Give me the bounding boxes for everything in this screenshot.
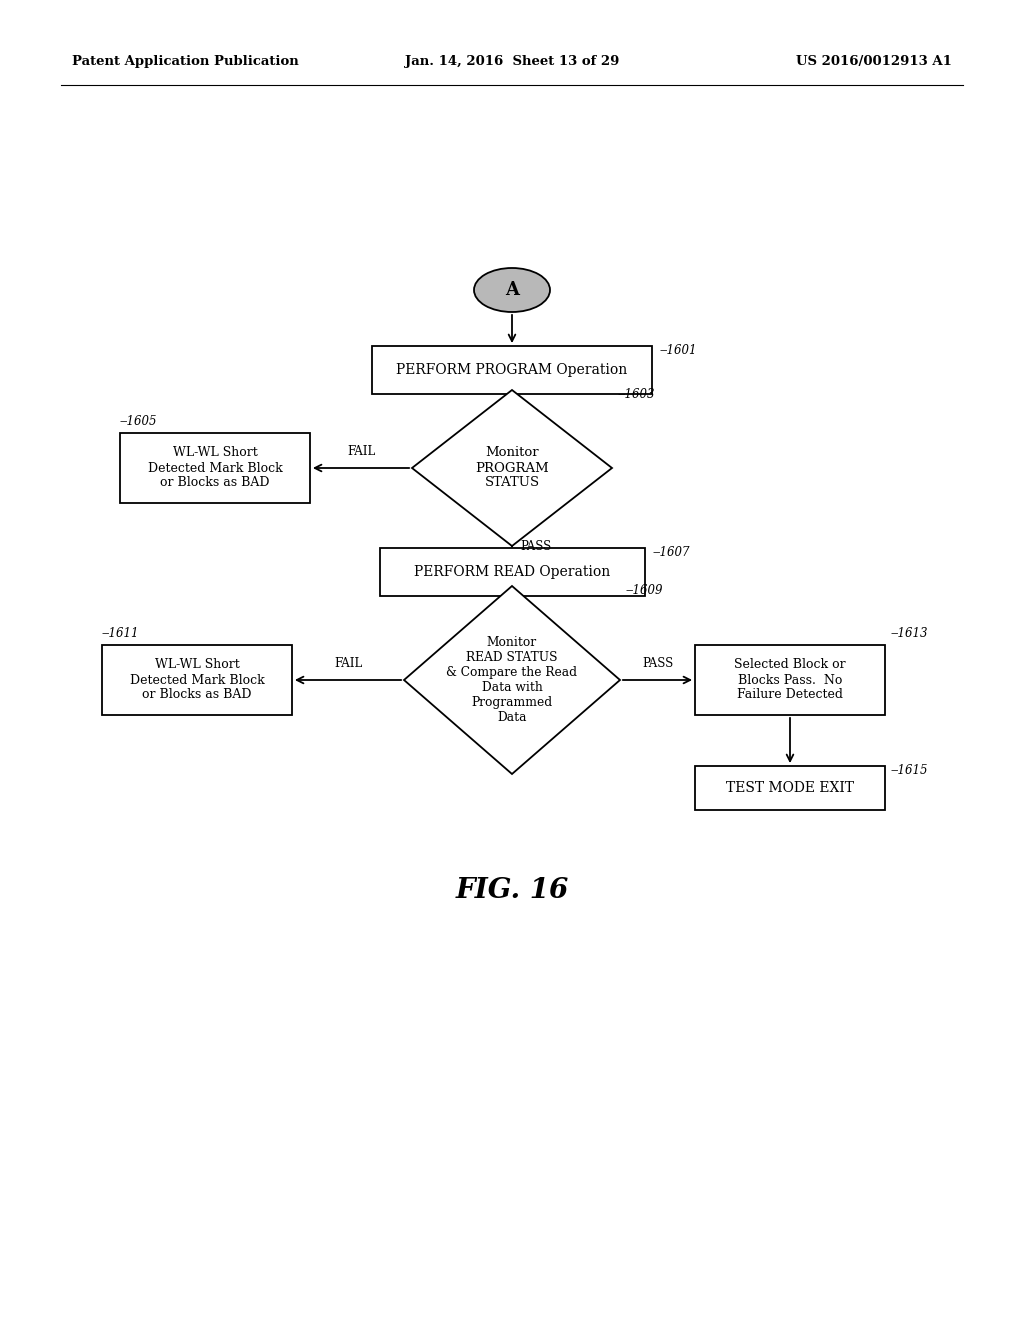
Text: A: A	[505, 281, 519, 300]
Text: Selected Block or
Blocks Pass.  No
Failure Detected: Selected Block or Blocks Pass. No Failur…	[734, 659, 846, 701]
Text: PASS: PASS	[520, 540, 551, 553]
Polygon shape	[412, 389, 612, 546]
FancyBboxPatch shape	[120, 433, 310, 503]
FancyBboxPatch shape	[372, 346, 652, 393]
Text: FAIL: FAIL	[347, 445, 375, 458]
Text: WL-WL Short
Detected Mark Block
or Blocks as BAD: WL-WL Short Detected Mark Block or Block…	[147, 446, 283, 490]
Text: ‒1609: ‒1609	[626, 583, 664, 597]
Text: ‒1605: ‒1605	[120, 414, 158, 428]
Polygon shape	[404, 586, 620, 774]
Text: ‒1607: ‒1607	[652, 546, 690, 558]
Text: Patent Application Publication: Patent Application Publication	[72, 55, 299, 69]
Text: ‒1601: ‒1601	[660, 345, 697, 356]
FancyBboxPatch shape	[102, 645, 292, 715]
Ellipse shape	[474, 268, 550, 312]
Text: Monitor
READ STATUS
& Compare the Read
Data with
Programmed
Data: Monitor READ STATUS & Compare the Read D…	[446, 636, 578, 723]
Text: FIG. 16: FIG. 16	[456, 876, 568, 903]
Text: Jan. 14, 2016  Sheet 13 of 29: Jan. 14, 2016 Sheet 13 of 29	[404, 55, 620, 69]
Text: Monitor
PROGRAM
STATUS: Monitor PROGRAM STATUS	[475, 446, 549, 490]
Text: ‒1613: ‒1613	[891, 627, 929, 640]
Text: ‒1611: ‒1611	[102, 627, 139, 640]
FancyBboxPatch shape	[695, 645, 885, 715]
Text: US 2016/0012913 A1: US 2016/0012913 A1	[796, 55, 952, 69]
Text: WL-WL Short
Detected Mark Block
or Blocks as BAD: WL-WL Short Detected Mark Block or Block…	[130, 659, 264, 701]
FancyBboxPatch shape	[695, 766, 885, 810]
Text: PASS: PASS	[642, 657, 673, 671]
Text: FAIL: FAIL	[334, 657, 362, 671]
Text: ‒1615: ‒1615	[891, 764, 929, 777]
Text: PERFORM PROGRAM Operation: PERFORM PROGRAM Operation	[396, 363, 628, 378]
Text: PERFORM READ Operation: PERFORM READ Operation	[414, 565, 610, 579]
FancyBboxPatch shape	[380, 548, 644, 597]
Text: ‒1603: ‒1603	[618, 388, 655, 401]
Text: TEST MODE EXIT: TEST MODE EXIT	[726, 781, 854, 795]
